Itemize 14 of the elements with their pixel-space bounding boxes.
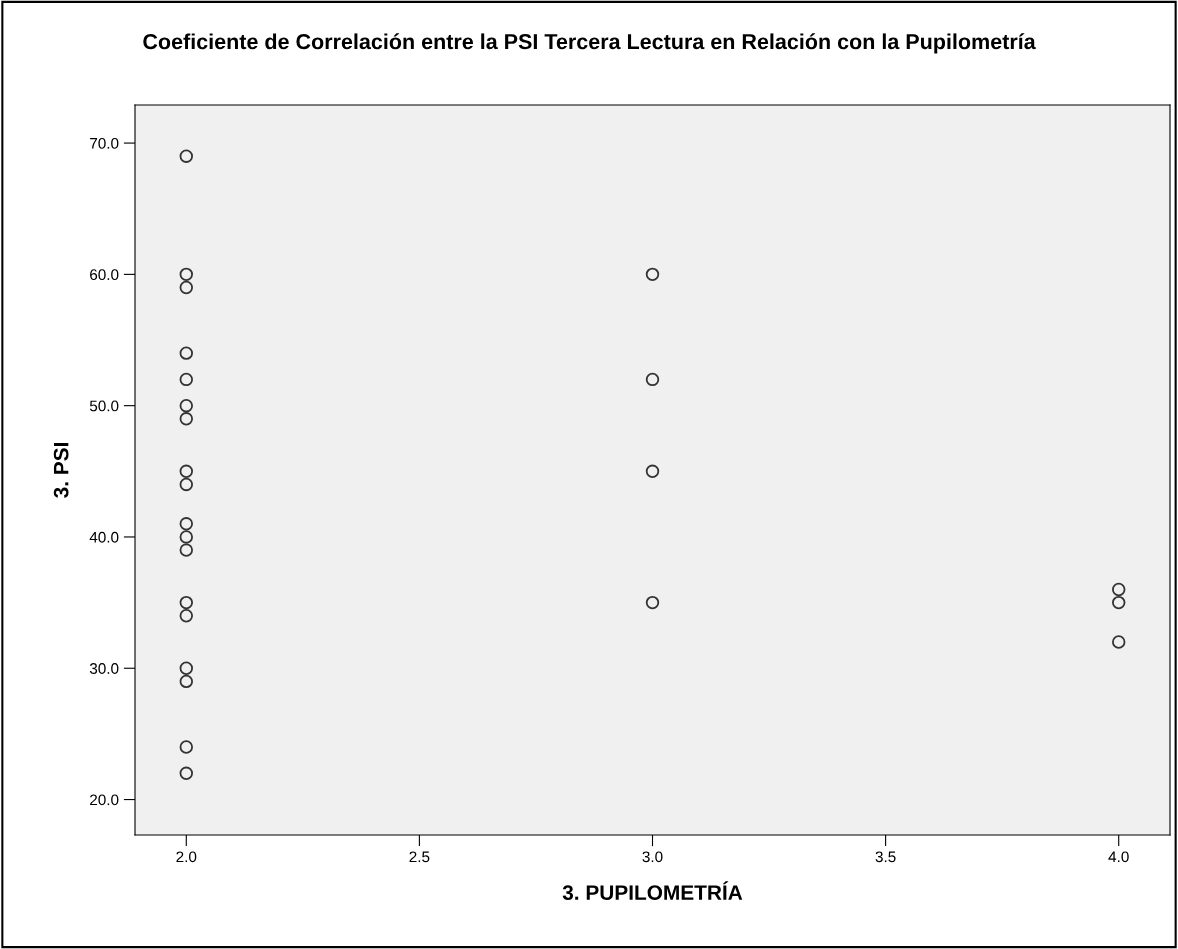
y-tick-label: 30.0	[89, 663, 119, 674]
x-tick-label: 3.0	[642, 851, 663, 863]
y-tick-label: 70.0	[90, 137, 119, 149]
x-tick-label: 4.0	[1108, 851, 1129, 863]
y-tick-label: 50.0	[89, 400, 119, 412]
x-tick-label: 3.5	[875, 851, 896, 863]
y-tick-label: 40.0	[89, 531, 119, 543]
chart-title: Coeficiente de Correlación entre la PSI Tercera Lectura en Relación con la Pupilometría	[143, 33, 1036, 54]
y-tick-label: 60.0	[90, 269, 119, 281]
x-tick-label: 2.0	[176, 851, 197, 863]
x-tick-label: 2.5	[409, 851, 430, 863]
y-axis-title: 3. PSI	[53, 443, 69, 498]
x-axis-title: 3. PUPILOMETRÍA	[562, 881, 743, 900]
y-tick-label: 20.0	[90, 794, 119, 806]
